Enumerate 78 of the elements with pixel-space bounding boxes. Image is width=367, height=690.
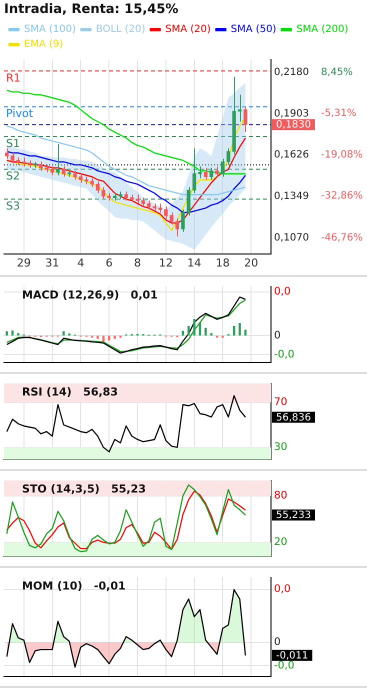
- candlestick: [5, 148, 9, 160]
- x-tick-label: 29: [16, 256, 31, 270]
- x-tick-label: 18: [216, 256, 230, 270]
- y-tick-label: 20: [274, 536, 288, 548]
- text: 56,836: [276, 412, 311, 424]
- ref-line-label: Pivot: [6, 107, 34, 120]
- x-tick-label: 8: [134, 256, 141, 270]
- x-tick-label: 12: [158, 256, 173, 270]
- bar: [62, 331, 65, 336]
- candlestick: [198, 166, 202, 179]
- y-tick-label: 0,1903: [274, 108, 309, 120]
- candlestick: [96, 180, 100, 194]
- y2-tick-label: -32,86%: [321, 190, 363, 202]
- y-tick-label: 0,1349: [274, 190, 309, 202]
- y-tick-label: -0,0: [274, 659, 294, 672]
- ref-line-label: S3: [6, 199, 20, 212]
- candlestick: [238, 94, 242, 122]
- candlestick: [10, 152, 14, 164]
- bar: [96, 336, 99, 339]
- chart-title: MACD (12,26,9) 0,01: [22, 288, 158, 302]
- candlestick: [215, 166, 219, 178]
- x-tick-label: 14: [187, 256, 202, 270]
- candlestick: [220, 158, 225, 178]
- x-tick-label: 20: [244, 256, 258, 270]
- candlestick: [164, 206, 168, 219]
- text: 55,233: [276, 510, 311, 522]
- chart-title: STO (14,3,5) 55,23: [22, 482, 146, 496]
- text: 0,1830: [276, 120, 311, 131]
- candlestick: [204, 167, 208, 180]
- legend-label: EMA (9): [24, 39, 64, 50]
- legend-label: SMA (200): [296, 24, 348, 36]
- y-tick-label: 0,1626: [274, 150, 309, 161]
- candlestick: [192, 148, 196, 194]
- y2-tick-label: -19,08%: [321, 149, 363, 160]
- y-tick-label: 0,2180: [274, 67, 309, 78]
- x-tick-label: 31: [45, 256, 60, 270]
- chart-title: RSI (14) 56,83: [22, 386, 118, 399]
- candlestick: [186, 186, 190, 216]
- y-tick-label: 80: [274, 490, 288, 502]
- candlestick: [102, 186, 106, 200]
- ref-line-label: S2: [6, 170, 20, 183]
- y2-tick-label: -5,31%: [321, 108, 356, 120]
- candlestick: [175, 218, 180, 237]
- chart-title: Intradia, Renta: 15,45%: [4, 2, 178, 18]
- x-tick-label: 4: [77, 256, 84, 270]
- y2-tick-label: 8,45%: [321, 66, 353, 78]
- bar: [193, 318, 196, 336]
- text: -0,011: [276, 650, 308, 662]
- y-tick-label: 70: [274, 396, 288, 408]
- legend-label: SMA (50): [230, 24, 276, 36]
- candlestick: [56, 143, 60, 176]
- y-tick-label: -0,0: [274, 348, 294, 360]
- bar: [238, 323, 241, 336]
- bar: [6, 331, 8, 336]
- chart-title: MOM (10) -0,01: [22, 580, 126, 593]
- legend-label: SMA (20): [165, 24, 211, 36]
- y-tick-label: 30: [274, 441, 288, 454]
- ref-line-label: S1: [6, 136, 20, 150]
- bar: [188, 326, 190, 336]
- y2-tick-label: -46,76%: [321, 232, 363, 244]
- ref-line-label: R1: [6, 71, 21, 84]
- y-tick-label: 0,1070: [274, 232, 309, 244]
- candlestick: [226, 148, 230, 166]
- candlestick: [244, 106, 248, 133]
- bar: [244, 330, 247, 336]
- legend-label: BOLL (20): [96, 24, 146, 36]
- x-tick-label: 6: [106, 256, 113, 270]
- y-tick-label: 0: [274, 636, 281, 648]
- y-tick-label: 0: [274, 329, 281, 342]
- legend-label: SMA (100): [24, 24, 76, 36]
- candlestick: [170, 212, 174, 225]
- candlestick: [210, 167, 214, 180]
- y-tick-label: 0,0: [274, 286, 291, 298]
- candlestick: [62, 166, 66, 178]
- bar: [204, 328, 207, 336]
- candlestick: [181, 209, 185, 232]
- bar: [114, 336, 116, 339]
- y-tick-label: 0,0: [274, 583, 291, 596]
